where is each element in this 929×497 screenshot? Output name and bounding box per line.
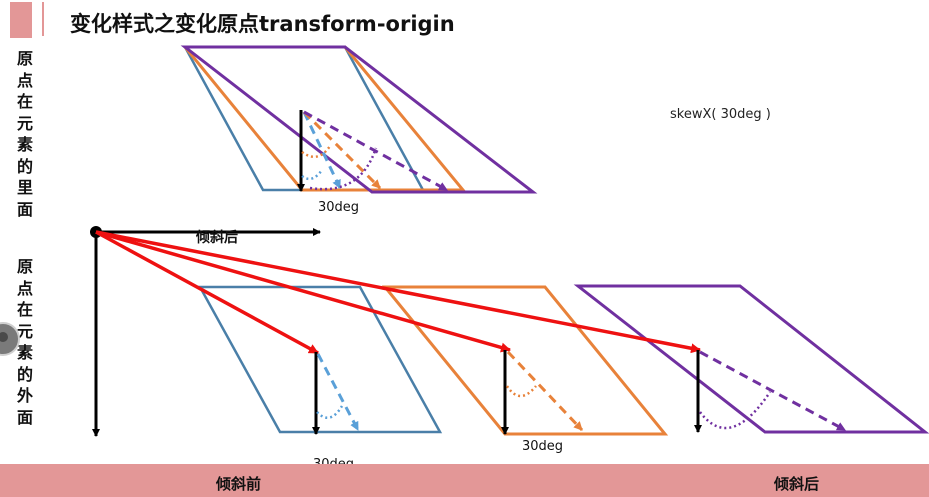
side-label-inside: 原点在元素的里面 — [16, 49, 33, 219]
red-arrow-3 — [95, 230, 701, 354]
red-arrow-2 — [95, 230, 511, 353]
title-accent-line — [42, 2, 44, 36]
top-purple-angle-arc — [309, 147, 378, 191]
bottom-blue-parallelogram — [197, 285, 443, 434]
bottom-purple-angle-arc — [699, 391, 772, 430]
footer-before-label: 倾斜前 — [216, 475, 262, 493]
title-accent-bar — [10, 2, 32, 38]
skew-note: skewX( 30deg ) — [670, 107, 771, 122]
bottom-orange-parallelogram — [381, 285, 669, 436]
bottom-orange-dashed-arrow — [506, 350, 584, 432]
angle-label-bottom-2: 30deg — [522, 439, 564, 454]
tilt-after-label: 倾斜后 — [196, 230, 238, 246]
red-arrow-1 — [95, 230, 319, 355]
footer-bar — [0, 464, 929, 497]
top-orange-parallelogram — [181, 45, 467, 192]
top-purple-parallelogram — [180, 45, 538, 194]
top-orange-dashed-arrow — [302, 110, 382, 190]
top-orange-angle-arc — [301, 145, 332, 159]
top-purple-dashed-arrow — [303, 110, 448, 192]
bottom-purple-parallelogram — [573, 284, 929, 434]
top-blue-parallelogram — [182, 45, 426, 192]
page-title: 变化样式之变化原点transform-origin — [70, 12, 455, 36]
top-blue-angle-arc — [301, 169, 324, 181]
side-label-outside: 原点在元素的外面 — [16, 257, 33, 427]
angle-label-top: 30deg — [318, 200, 360, 215]
bottom-orange-angle-arc — [505, 385, 537, 398]
bottom-blue-dashed-arrow — [316, 353, 360, 431]
footer-after-label: 倾斜后 — [774, 475, 820, 493]
bottom-purple-dashed-arrow — [699, 350, 846, 432]
bottom-blue-angle-arc — [316, 405, 344, 419]
